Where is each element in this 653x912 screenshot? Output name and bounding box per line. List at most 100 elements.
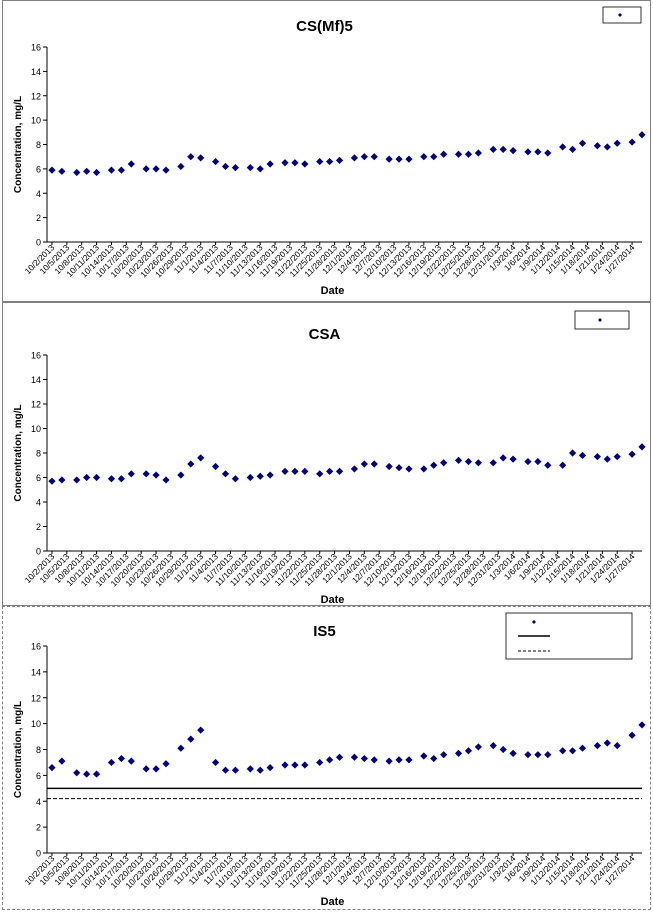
data-point	[83, 473, 91, 482]
data-point	[58, 476, 66, 484]
data-point	[301, 160, 309, 168]
data-point	[464, 150, 473, 158]
data-point	[534, 751, 542, 759]
legend-marker	[598, 318, 602, 322]
data-point	[613, 742, 621, 750]
data-point	[316, 758, 324, 767]
data-point	[162, 476, 170, 484]
data-point	[107, 758, 116, 767]
data-point	[73, 769, 81, 777]
data-point	[628, 138, 636, 146]
data-point	[350, 465, 359, 473]
chart-panel-2: IS5 0 2 4 6 8 10 12 14 16 Concentration, mg/L 10/2/…	[2, 606, 651, 910]
data-point	[281, 761, 289, 769]
data-point	[127, 160, 135, 168]
data-point	[197, 454, 205, 462]
data-point	[578, 744, 587, 752]
y-tick-label: 6	[36, 771, 41, 781]
data-point	[246, 164, 254, 172]
y-tick-label: 12	[31, 91, 41, 101]
y-tick-label: 2	[36, 213, 41, 223]
y-tick-label: 4	[36, 797, 41, 807]
data-point	[221, 162, 230, 171]
data-point	[360, 754, 368, 763]
data-point	[231, 766, 240, 774]
data-point	[454, 749, 463, 757]
data-point	[544, 149, 552, 157]
chart-title: IS5	[313, 623, 336, 640]
data-point	[246, 473, 254, 482]
data-point	[509, 455, 517, 463]
data-point	[509, 146, 517, 155]
data-point	[187, 460, 195, 468]
y-tick-label: 6	[36, 164, 41, 174]
data-point	[360, 153, 368, 161]
y-tick-label: 4	[36, 189, 41, 199]
data-point	[58, 757, 66, 765]
data-point	[266, 764, 274, 772]
data-point	[107, 166, 116, 174]
y-tick-label: 16	[31, 43, 41, 53]
data-point	[568, 449, 577, 457]
data-point	[58, 167, 66, 175]
data-point	[83, 167, 91, 175]
data-point	[360, 460, 368, 468]
data-point	[395, 464, 403, 472]
data-point	[395, 756, 403, 764]
data-point	[211, 758, 220, 767]
data-point	[335, 753, 344, 761]
data-point	[559, 143, 567, 151]
y-axis-label: Concentration, mg/L	[13, 701, 24, 798]
data-point	[256, 472, 264, 480]
data-point	[266, 471, 274, 479]
data-point	[142, 765, 150, 773]
data-point	[370, 756, 378, 764]
data-point	[48, 764, 56, 772]
data-point	[92, 770, 101, 778]
data-point	[638, 721, 646, 729]
data-point	[127, 470, 135, 478]
data-point	[370, 460, 378, 468]
data-point	[524, 751, 532, 759]
data-point	[281, 159, 289, 167]
data-point	[613, 453, 621, 461]
data-point	[638, 131, 646, 139]
y-axis-label: Concentration, mg/L	[13, 96, 24, 193]
data-point	[524, 148, 532, 156]
data-point	[326, 157, 334, 166]
data-point	[405, 756, 413, 764]
data-point	[524, 457, 532, 466]
chart-panel-0: CS(Mf)5 0 2 4 6 8 10 12 14 16 Concentration, mg/L 1…	[2, 0, 651, 302]
y-tick-label: 6	[36, 473, 41, 483]
chart-title: CSA	[309, 326, 341, 343]
y-tick-label: 0	[36, 849, 41, 859]
data-point	[593, 453, 601, 461]
data-point	[499, 745, 507, 754]
data-point	[291, 467, 299, 475]
data-point	[559, 747, 567, 755]
x-axis-label: Date	[321, 896, 345, 908]
data-point	[489, 742, 497, 750]
data-point	[638, 443, 646, 451]
y-tick-label: 16	[31, 642, 41, 652]
data-point	[578, 451, 587, 460]
data-point	[593, 142, 601, 150]
data-point	[301, 467, 309, 475]
x-axis-label: Date	[321, 285, 345, 297]
data-point	[489, 459, 497, 467]
data-point	[162, 166, 170, 174]
data-point	[152, 765, 160, 773]
data-point	[430, 754, 438, 763]
data-point	[395, 155, 403, 163]
legend-marker	[532, 620, 536, 624]
data-point	[420, 752, 428, 760]
data-point	[142, 165, 150, 173]
data-point	[628, 731, 636, 739]
data-point	[350, 753, 359, 761]
y-tick-label: 8	[36, 449, 41, 459]
data-point	[256, 165, 264, 173]
data-point	[246, 765, 254, 773]
